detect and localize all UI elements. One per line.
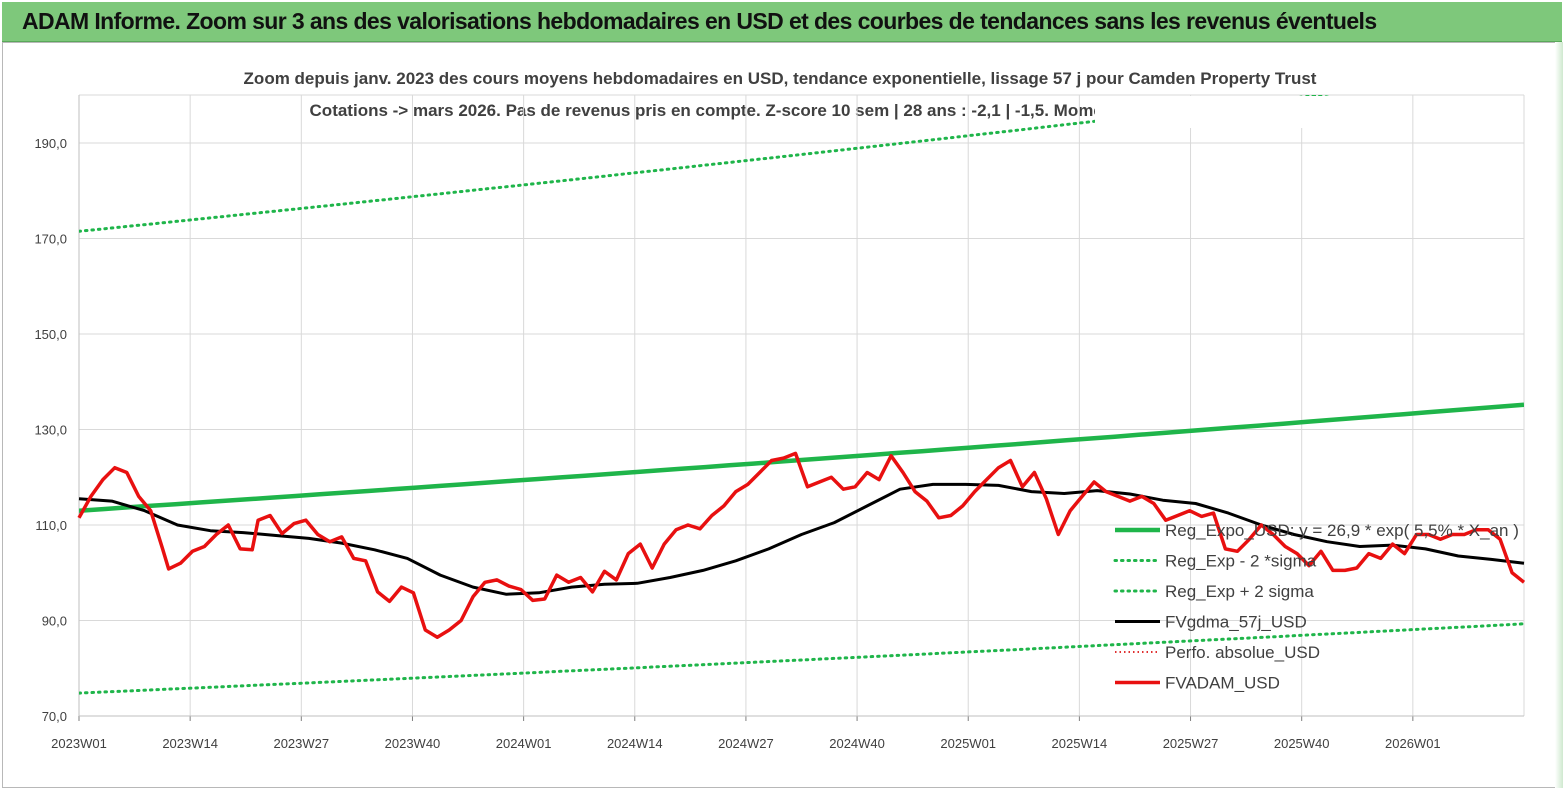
x-tick-label: 2023W14 [162, 736, 218, 751]
x-tick-label: 2025W40 [1274, 736, 1330, 751]
x-axis: 2023W01 2023W14 2023W27 2023W40 2024W01 2024W… [51, 715, 1524, 751]
y-tick-label: 110,0 [35, 518, 67, 533]
legend-label: Reg_Exp + 2 sigma [1165, 582, 1314, 601]
edge-shadow [1555, 42, 1563, 788]
series-price-line [77, 451, 1526, 639]
legend-label: Perfo. absolue_USD [1165, 643, 1320, 662]
subtitle-backdrop [1095, 96, 1335, 128]
x-tick-label: 2024W27 [718, 736, 774, 751]
report-title: ADAM Informe. Zoom sur 3 ans des valoris… [22, 8, 1377, 34]
series-group [77, 95, 1526, 695]
y-tick-label: 90,0 [42, 614, 67, 629]
y-axis: 70,0 90,0 110,0 130,0 150,0 170,0 190,0 [34, 95, 80, 724]
report-banner: ADAM Informe. Zoom sur 3 ans des valoris… [2, 2, 1562, 42]
y-tick-label: 130,0 [34, 423, 67, 438]
series-trend-line [79, 402, 1524, 513]
x-tick-label: 2023W01 [51, 736, 107, 751]
series-lower-sigma [79, 622, 1524, 695]
x-tick-label: 2025W27 [1163, 736, 1219, 751]
chart-title-line1: Zoom depuis janv. 2023 des cours moyens … [244, 69, 1317, 88]
x-tick-label: 2023W27 [273, 736, 329, 751]
legend-label: Reg_Exp - 2 *sigma [1165, 552, 1317, 571]
y-tick-label: 150,0 [34, 327, 67, 342]
legend: Reg_Expo_USD: y = 26,9 * exp( 5,5% * X_a… [1113, 521, 1519, 693]
x-tick-label: 2023W40 [385, 736, 441, 751]
x-tick-label: 2024W14 [607, 736, 663, 751]
chart-title-line2: Cotations -> mars 2026. Pas de revenus p… [310, 101, 1251, 120]
x-tick-label: 2024W01 [496, 736, 552, 751]
series-smoothed-line [78, 482, 1525, 596]
legend-label: FVgdma_57j_USD [1165, 613, 1307, 632]
y-tick-label: 70,0 [42, 709, 67, 724]
y-tick-label: 170,0 [34, 232, 67, 247]
x-tick-label: 2025W14 [1052, 736, 1108, 751]
y-tick-label: 190,0 [34, 136, 67, 151]
x-tick-label: 2025W01 [940, 736, 996, 751]
grid-lines [78, 94, 1525, 717]
x-tick-label: 2026W01 [1385, 736, 1441, 751]
x-tick-label: 2024W40 [829, 736, 885, 751]
legend-label: FVADAM_USD [1165, 674, 1280, 693]
legend-label: Reg_Expo_USD: y = 26,9 * exp( 5,5% * X_a… [1165, 521, 1519, 540]
